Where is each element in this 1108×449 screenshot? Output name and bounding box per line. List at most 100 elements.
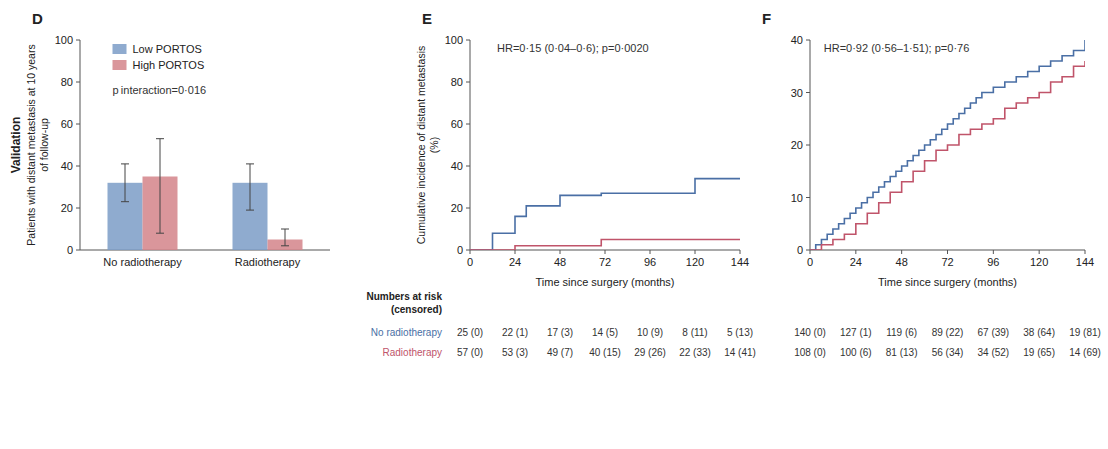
step-line [470, 240, 740, 251]
y-tick-label: 20 [791, 139, 803, 151]
risk-value: 10 (9) [637, 327, 663, 338]
risk-value: 57 (0) [457, 347, 483, 358]
risk-value: 25 (0) [457, 327, 483, 338]
x-tick [855, 250, 856, 254]
error-stem [285, 229, 286, 246]
error-cap [121, 201, 129, 202]
x-tick-label: 24 [509, 256, 521, 268]
y-tick-label: 100 [445, 34, 463, 46]
risk-value: 29 (26) [634, 347, 666, 358]
y-tick [76, 40, 80, 41]
risk-value: 14 (5) [592, 327, 618, 338]
risk-value: 127 (1) [840, 327, 872, 338]
x-tick [901, 250, 902, 254]
panel-letter: D [32, 10, 43, 27]
legend-swatch [113, 44, 127, 54]
legend-label: High PORTOS [133, 59, 205, 71]
y-tick-label: 40 [791, 34, 803, 46]
x-tick [1039, 250, 1040, 254]
y-tick [76, 124, 80, 125]
legend-label: Low PORTOS [133, 43, 202, 55]
risk-value: 19 (81) [1069, 327, 1101, 338]
y-tick [466, 166, 470, 167]
x-tick-label: 120 [1030, 256, 1048, 268]
x-tick [470, 250, 471, 254]
risk-value: 119 (6) [886, 327, 917, 338]
y-tick-label: 20 [451, 202, 463, 214]
y-tick-label: 20 [61, 202, 73, 214]
risk-value: 67 (39) [977, 327, 1009, 338]
risk-row-label: No radiotherapy [371, 327, 442, 338]
y-tick [466, 250, 470, 251]
risk-value: 5 (13) [727, 327, 753, 338]
x-tick-label: 72 [599, 256, 611, 268]
risk-value: 8 (11) [682, 327, 707, 338]
y-tick-label: 100 [55, 34, 73, 46]
risk-value: 89 (22) [932, 327, 964, 338]
x-tick-label: 120 [686, 256, 704, 268]
x-tick-label: 24 [850, 256, 862, 268]
error-stem [160, 139, 161, 234]
y-axis-label: Cumulative incidence of distant metastas… [415, 46, 440, 244]
error-cap [246, 163, 254, 164]
annotation: HR=0·15 (0·04–0·6); p=0·0020 [497, 42, 649, 54]
legend: Low PORTOS High PORTOS [113, 43, 205, 71]
y-axis-label-line: Patients with distant metastasis at 10 y… [25, 44, 37, 245]
x-tick [515, 250, 516, 254]
x-tick-label: 144 [731, 256, 749, 268]
x-tick-label: 48 [554, 256, 566, 268]
risk-value: 140 (0) [794, 327, 826, 338]
x-tick [1085, 250, 1086, 254]
x-tick [947, 250, 948, 254]
y-tick [466, 82, 470, 83]
risk-value: 108 (0) [794, 347, 826, 358]
error-bar [156, 139, 164, 234]
x-tick-label: Radiotherapy [235, 256, 301, 268]
y-tick-label: 30 [791, 87, 803, 99]
error-cap [246, 210, 254, 211]
error-cap [156, 138, 164, 139]
plot-area [810, 40, 1085, 250]
x-tick-label: 0 [807, 256, 813, 268]
panel-letter: F [762, 10, 771, 27]
panel-step: 010203040F024487296120144Time since surg… [762, 10, 1101, 358]
figure: 020406080100DPatients with distant metas… [0, 0, 1108, 449]
plot-area [108, 139, 303, 250]
y-axis-line [470, 40, 471, 250]
risk-value: 81 (13) [886, 347, 918, 358]
side-label: Validation [9, 117, 23, 174]
y-tick-label: 0 [67, 244, 73, 256]
y-tick-label: 0 [797, 244, 803, 256]
step-line [810, 61, 1085, 250]
y-tick-label: 40 [451, 160, 463, 172]
risk-value: 17 (3) [547, 327, 573, 338]
y-tick [76, 250, 80, 251]
y-tick-label: 10 [791, 192, 803, 204]
x-tick-label: 96 [987, 256, 999, 268]
risk-value: 49 (7) [547, 347, 573, 358]
y-tick [806, 145, 810, 146]
y-tick [466, 208, 470, 209]
x-tick [560, 250, 561, 254]
y-axis-label-line: Cumulative incidence of distant metastas… [415, 46, 427, 244]
x-tick [605, 250, 606, 254]
y-tick [806, 197, 810, 198]
error-stem [125, 164, 126, 202]
step-line [470, 179, 740, 250]
y-tick [76, 208, 80, 209]
x-tick-label: No radiotherapy [103, 256, 182, 268]
y-tick [806, 250, 810, 251]
risk-value: 19 (65) [1023, 347, 1055, 358]
risk-value: 22 (1) [502, 327, 528, 338]
y-tick [76, 166, 80, 167]
risk-value: 38 (64) [1023, 327, 1055, 338]
error-stem [250, 164, 251, 210]
x-tick-label: 0 [467, 256, 473, 268]
panel-step: 020406080100ECumulative incidence of dis… [366, 10, 755, 358]
y-axis-label-line: of follow-up [38, 118, 50, 172]
step-line [810, 40, 1085, 250]
risk-value: 14 (69) [1069, 347, 1101, 358]
page: {"chart_data": [ {"type": "bar", "title"… [0, 0, 1108, 449]
error-cap [121, 163, 129, 164]
x-tick [740, 250, 741, 254]
